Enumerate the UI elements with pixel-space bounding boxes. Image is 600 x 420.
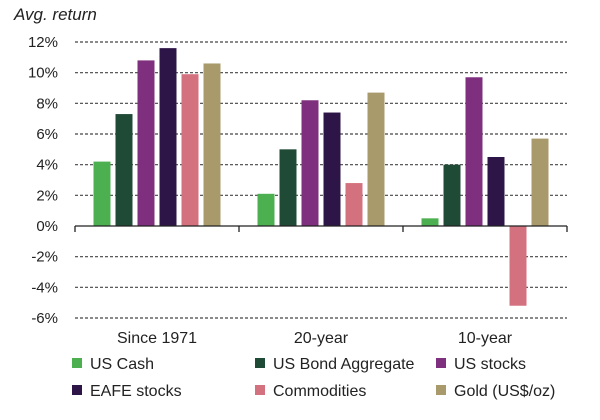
y-axis-label: Avg. return [13,5,97,24]
bar [93,161,111,226]
y-tick-label: 8% [36,95,58,112]
category-label: 20-year [294,330,349,347]
bar [181,74,199,226]
bar [257,193,275,226]
bar [443,164,461,226]
bar [421,218,439,226]
bar [279,149,297,226]
y-tick-label: 2% [36,187,58,204]
legend-label: US Bond Aggregate [273,356,415,373]
bar [367,92,385,226]
legend-label: Gold (US$/oz) [454,383,555,400]
legend-swatch [436,385,446,395]
category-label: 10-year [458,330,513,347]
x-axis [74,225,568,232]
gridlines [75,41,567,319]
y-tick-label: 12% [28,34,58,51]
legend: US Cash US Bond Aggregate US stocks EAFE st… [72,356,555,400]
bars [93,48,549,306]
y-tick-label: 4% [36,157,58,174]
legend-label: EAFE stocks [90,383,182,400]
category-label: Since 1971 [117,330,197,347]
legend-swatch [436,358,446,368]
legend-label: Commodities [273,383,366,400]
bar [137,60,155,227]
y-tick-label: -2% [31,249,58,266]
y-tick-label: 0% [36,218,58,235]
bar [531,138,549,226]
y-tick-labels: -6% -4% -2% 0% 2% 4% 6% 8% 10% 12% [28,34,58,327]
y-tick-label: -6% [31,310,58,327]
bar [301,100,319,226]
bar [159,48,177,227]
legend-swatch [255,358,265,368]
bar [465,77,483,227]
bar [345,183,363,226]
bar [323,112,341,226]
y-tick-label: -4% [31,279,58,296]
bar [509,226,527,306]
bar [203,63,221,226]
y-tick-label: 6% [36,126,58,143]
bar [115,114,133,226]
legend-label: US stocks [454,356,526,373]
legend-swatch [72,358,82,368]
y-tick-label: 10% [28,65,58,82]
bar [487,157,505,226]
category-labels: Since 1971 20-year 10-year [117,330,513,347]
legend-swatch [255,385,265,395]
legend-label: US Cash [90,356,154,373]
legend-swatch [72,385,82,395]
